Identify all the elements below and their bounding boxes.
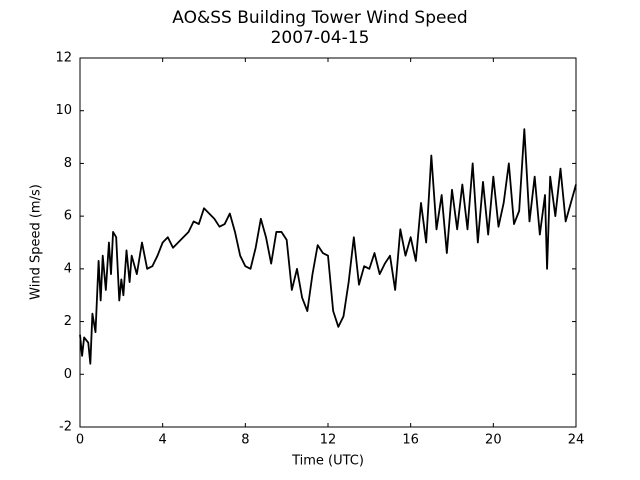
x-tick-label: 24 bbox=[568, 433, 585, 448]
x-tick-label: 4 bbox=[159, 433, 167, 448]
chart-subtitle: 2007-04-15 bbox=[271, 28, 370, 48]
x-tick-label: 16 bbox=[402, 433, 419, 448]
y-tick-label: 8 bbox=[64, 156, 72, 171]
x-tick-label: 20 bbox=[485, 433, 502, 448]
line-series bbox=[79, 128, 577, 365]
x-axis-label: Time (UTC) bbox=[291, 454, 364, 469]
y-axis-label: Wind Speed (m/s) bbox=[29, 184, 44, 300]
y-tick-label: 0 bbox=[64, 367, 72, 382]
x-tick-label: 0 bbox=[76, 433, 84, 448]
y-tick-label: 12 bbox=[55, 51, 72, 66]
x-tick-label: 8 bbox=[241, 433, 249, 448]
y-tick-label: 10 bbox=[55, 103, 72, 118]
x-tick-label: 12 bbox=[320, 433, 337, 448]
y-tick-label: 2 bbox=[64, 314, 72, 329]
plot-frame bbox=[79, 57, 577, 428]
y-tick-label: -2 bbox=[59, 420, 72, 435]
y-tick-label: 6 bbox=[64, 209, 72, 224]
chart-title: AO&SS Building Tower Wind Speed bbox=[172, 8, 467, 28]
y-tick-label: 4 bbox=[64, 261, 72, 276]
